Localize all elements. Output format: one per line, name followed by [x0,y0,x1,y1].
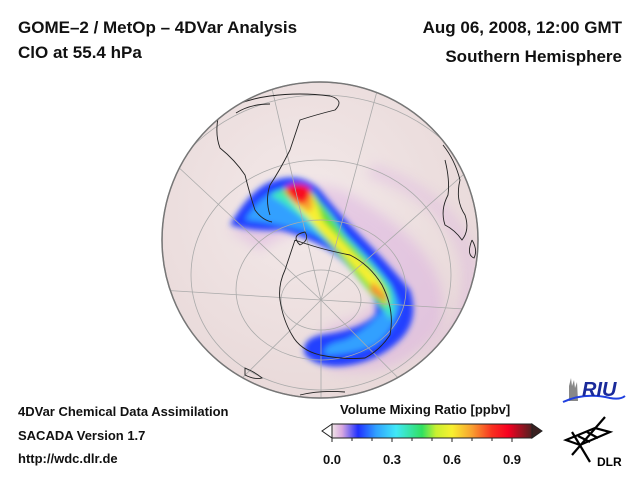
footer-line-1: 4DVar Chemical Data Assimilation [18,404,229,419]
clo-orange-2 [370,282,388,302]
dlr-logo: DLR [562,416,622,469]
riu-logo-text: RIU [582,379,617,401]
coast-antarctic-peninsula [295,231,308,246]
coast-south-america [214,93,340,216]
clo-red-max [285,184,311,205]
plot-title: GOME–2 / MetOp – 4DVar Analysis [18,18,298,37]
colorbar-tick-label: 0.6 [442,452,462,467]
coast-australia [299,390,346,396]
footer-line-2: SACADA Version 1.7 [18,428,146,443]
clo-green [280,186,389,310]
coast-africa [442,144,468,241]
colorbar-tick-label: 0.0 [322,452,342,467]
plot-subtitle: ClO at 55.4 hPa [18,43,142,62]
colorbar [321,423,543,442]
river-wave-icon [562,394,626,403]
colorbar-ticks [331,438,513,442]
colorbar-over-arrow [531,423,543,439]
colorbar-tick-label: 0.9 [502,452,522,467]
coast-south-america-west [216,117,273,223]
datetime-label: Aug 06, 2008, 12:00 GMT [422,18,622,37]
coastlines [214,93,477,396]
colorbar-title: Volume Mixing Ratio [ppbv] [340,402,511,417]
riu-logo: RIU [562,378,626,403]
clo-blue [230,177,414,367]
globe-outline [161,81,479,399]
coast-madagascar [469,239,477,259]
colorbar-gradient [331,423,533,439]
dlr-emblem-icon [562,416,614,463]
clo-yellow [285,186,387,305]
clo-field [230,177,414,367]
coast-south-america-inner [235,103,271,114]
colorbar-under-arrow [321,423,333,439]
dlr-logo-text: DLR [597,455,622,469]
globe [161,81,479,399]
hemisphere-label: Southern Hemisphere [445,47,622,66]
cathedral-icon [569,378,578,401]
coast-antarctica [279,239,392,360]
clo-cyan [270,187,394,320]
colorbar-tick-label: 0.3 [382,452,402,467]
footer-url: http://wdc.dlr.de [18,451,118,466]
coast-new-zealand [244,367,263,380]
